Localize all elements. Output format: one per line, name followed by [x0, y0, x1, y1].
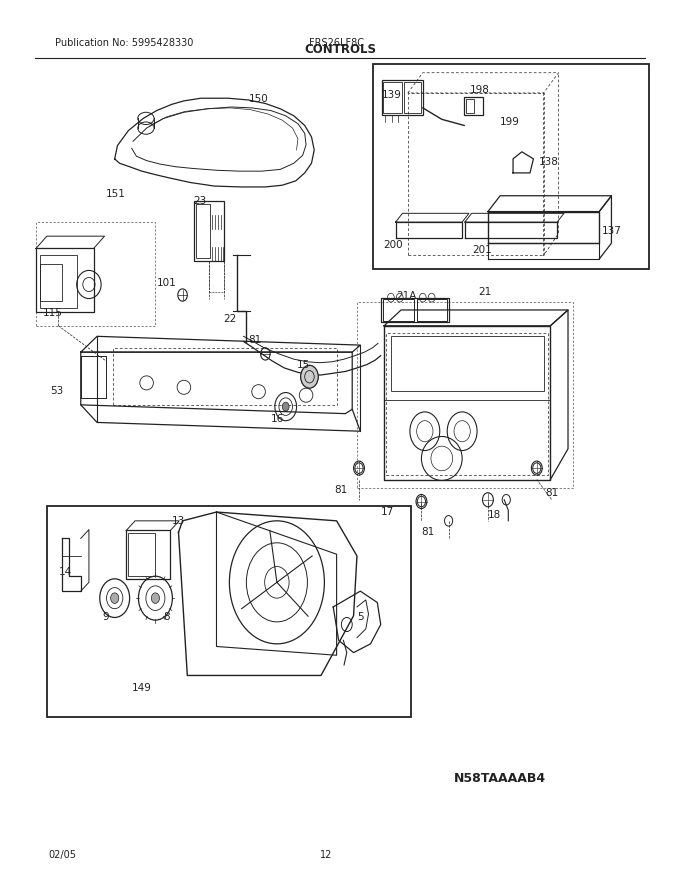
Text: 115: 115 — [42, 309, 62, 319]
Bar — [113, 348, 337, 405]
Bar — [36, 222, 155, 326]
Text: 02/05: 02/05 — [48, 850, 76, 860]
Ellipse shape — [301, 365, 318, 388]
Bar — [40, 264, 62, 301]
Text: 12: 12 — [320, 850, 332, 860]
Text: 149: 149 — [132, 683, 152, 693]
Ellipse shape — [282, 402, 289, 411]
Text: CONTROLS: CONTROLS — [304, 43, 376, 56]
Ellipse shape — [111, 593, 119, 604]
Text: 81: 81 — [545, 488, 558, 498]
Bar — [408, 93, 543, 255]
Bar — [126, 531, 171, 579]
Bar — [391, 336, 543, 391]
Bar — [381, 297, 449, 322]
Text: 150: 150 — [249, 94, 269, 104]
Text: 15: 15 — [296, 360, 310, 370]
Text: 16: 16 — [271, 414, 284, 424]
Text: 5: 5 — [357, 612, 364, 622]
Bar — [47, 506, 411, 717]
Text: 138: 138 — [539, 158, 559, 167]
Text: 18: 18 — [488, 510, 501, 520]
Bar — [384, 82, 403, 114]
Text: 139: 139 — [381, 90, 401, 99]
Bar — [386, 333, 547, 475]
Text: 17: 17 — [381, 507, 394, 517]
Text: 81: 81 — [422, 527, 435, 538]
Text: 137: 137 — [602, 226, 622, 236]
Text: 21A: 21A — [396, 291, 417, 301]
Bar — [373, 64, 649, 268]
Bar — [194, 201, 224, 260]
Text: 201: 201 — [473, 246, 492, 255]
Bar — [40, 255, 78, 308]
Text: 22: 22 — [223, 314, 236, 324]
Text: 53: 53 — [50, 385, 63, 396]
Bar — [129, 533, 156, 576]
Bar — [196, 203, 209, 258]
Text: 21: 21 — [479, 288, 492, 297]
Text: 200: 200 — [383, 240, 403, 250]
Text: 23: 23 — [193, 196, 206, 206]
Text: 101: 101 — [156, 278, 176, 288]
Bar — [405, 82, 422, 114]
Text: 8: 8 — [163, 612, 169, 622]
Bar — [382, 80, 423, 115]
Text: 81: 81 — [335, 485, 348, 495]
Text: N58TAAAAB4: N58TAAAAB4 — [454, 772, 545, 785]
Text: Publication No: 5995428330: Publication No: 5995428330 — [55, 38, 193, 48]
Bar — [464, 98, 483, 115]
Bar — [466, 99, 474, 114]
Bar — [36, 248, 94, 312]
Text: 151: 151 — [106, 189, 126, 199]
Bar — [357, 302, 573, 488]
Text: 13: 13 — [172, 516, 185, 526]
Text: 9: 9 — [103, 612, 109, 622]
Text: FRS26LF8C: FRS26LF8C — [309, 38, 364, 48]
Bar — [417, 299, 447, 320]
Text: 198: 198 — [470, 85, 490, 95]
Text: 199: 199 — [500, 117, 520, 127]
Text: 81: 81 — [248, 334, 261, 345]
Text: 14: 14 — [58, 567, 72, 576]
Bar — [383, 299, 414, 320]
Ellipse shape — [152, 593, 160, 604]
